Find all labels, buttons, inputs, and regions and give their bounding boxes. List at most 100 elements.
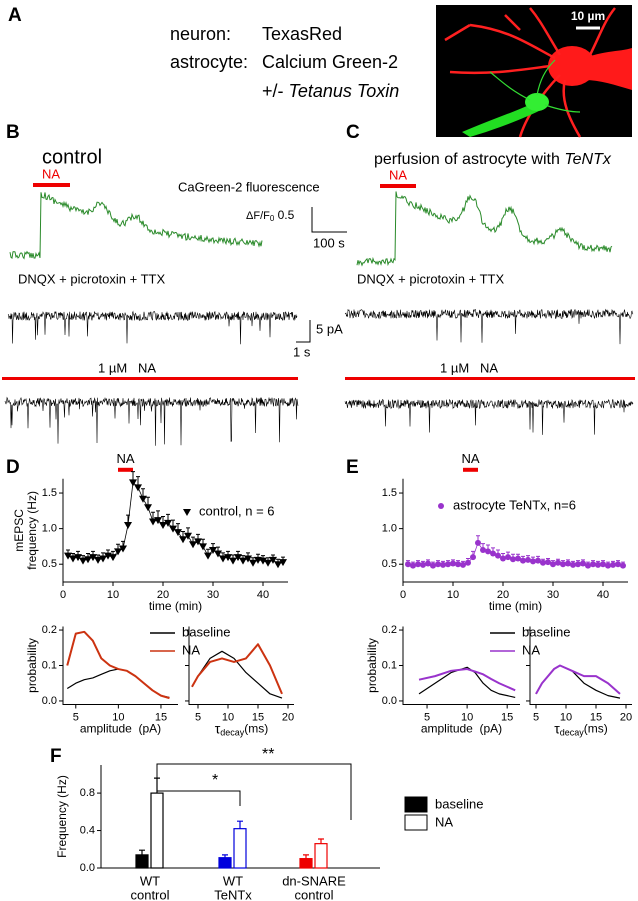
marker <box>169 525 177 533</box>
marker <box>159 522 167 530</box>
marker <box>89 554 97 562</box>
x-tick-label: 20 <box>497 589 509 601</box>
marker <box>64 552 72 560</box>
prefix: +/- <box>262 81 289 101</box>
marker <box>124 522 132 530</box>
x-tick-label: 5 <box>73 711 79 723</box>
drug-bar-label: 1 µM NA <box>440 360 498 375</box>
subscript: 0 <box>270 214 275 223</box>
legend-label: NA <box>182 642 200 657</box>
x-tick-label: 10 <box>112 711 124 723</box>
x-tick-label: 10 <box>447 589 459 601</box>
legend-label: NA <box>522 642 540 657</box>
y-axis-label: frequency (Hz) <box>25 491 39 570</box>
x-tick-label: TeNTx <box>214 887 252 901</box>
marker <box>269 556 277 564</box>
marker <box>279 559 287 567</box>
marker <box>154 517 162 525</box>
legend-label: control, n = 6 <box>199 503 275 518</box>
legend-label: astrocyte TeNTx, n=6 <box>453 497 576 512</box>
x-tick-label: 5 <box>424 711 430 723</box>
current-trace <box>344 308 634 345</box>
marker <box>244 555 252 563</box>
x-tick-label: WT <box>223 873 243 888</box>
marker <box>450 560 456 567</box>
x-axis-label: time (min) <box>149 599 202 613</box>
y-tick-label: 0.4 <box>80 824 95 836</box>
panel-title: perfusion of astrocyte with TeNTx <box>374 151 612 168</box>
marker <box>610 561 616 568</box>
marker <box>465 559 471 566</box>
legend-label: baseline <box>182 624 230 639</box>
x-tick-label: control <box>130 887 169 901</box>
error-bar <box>222 854 228 858</box>
y-axis-label: Frequency (Hz) <box>55 775 69 858</box>
legend-marker <box>183 509 191 516</box>
drug-label: DNQX + picrotoxin + TTX <box>18 271 165 286</box>
marker <box>460 561 466 568</box>
significance: ** <box>262 746 274 763</box>
y-tick-label: 0.0 <box>80 862 95 874</box>
marker <box>114 548 122 556</box>
marker <box>209 546 217 554</box>
stimulus-bar <box>33 183 70 187</box>
marker <box>249 559 257 567</box>
significance: * <box>212 772 218 789</box>
label: neuron: <box>170 24 231 44</box>
marker <box>615 561 621 568</box>
x-tick-label: 20 <box>282 711 294 723</box>
x-axis-label: amplitude (pA) <box>421 722 502 736</box>
x-tick-label: 30 <box>547 589 559 601</box>
marker <box>620 562 626 569</box>
significance-bracket <box>156 763 352 820</box>
y-tick-label: 0.1 <box>42 659 57 671</box>
legend-swatch <box>404 796 428 813</box>
legend-label: baseline <box>522 624 570 639</box>
symbol: ΔF/F <box>246 210 270 222</box>
y-tick-label: 0.0 <box>382 695 397 707</box>
marker <box>540 559 546 566</box>
panel-label: B <box>6 122 20 143</box>
marker <box>184 532 192 540</box>
x-axis-label: τdecay(ms) <box>554 720 608 738</box>
static-layer: A B C D E F neuron: TexasRed astrocyte: … <box>2 5 635 820</box>
marker <box>550 561 556 568</box>
micrograph: 10 µm <box>436 5 632 138</box>
marker <box>510 556 516 563</box>
y-tick-label: 1.5 <box>382 487 397 499</box>
current-trace <box>7 310 298 345</box>
drug-bar <box>345 377 635 380</box>
error-bar <box>303 854 309 859</box>
marker <box>410 562 416 569</box>
y-tick-label: 0.5 <box>42 558 57 570</box>
marker <box>605 562 611 569</box>
marker <box>500 555 506 562</box>
panel-label: F <box>50 746 62 767</box>
marker <box>204 552 212 560</box>
marker <box>600 561 606 568</box>
significance-bracket <box>156 786 241 806</box>
marker <box>149 518 157 526</box>
y-tick-label: 0.5 <box>382 558 397 570</box>
x-tick-label: 40 <box>257 589 269 601</box>
marker <box>535 557 541 564</box>
marker <box>99 555 107 563</box>
marker <box>585 562 591 569</box>
stimulus-bar <box>380 184 416 188</box>
marker <box>174 529 182 537</box>
marker <box>405 561 411 568</box>
marker <box>490 550 496 557</box>
marker <box>420 561 426 568</box>
fluorescence-trace <box>356 191 613 267</box>
value: Calcium Green-2 <box>262 52 398 72</box>
bar <box>299 858 313 869</box>
marker <box>430 562 436 569</box>
error-bar <box>139 849 145 855</box>
toxin-name: Tetanus Toxin <box>289 81 400 101</box>
trace-label: CaGreen-2 fluorescence <box>178 179 320 194</box>
x-tick-label: 20 <box>157 589 169 601</box>
marker <box>435 561 441 568</box>
marker <box>224 554 232 562</box>
x-tick-label: 10 <box>107 589 119 601</box>
x-tick-label: 15 <box>252 711 264 723</box>
